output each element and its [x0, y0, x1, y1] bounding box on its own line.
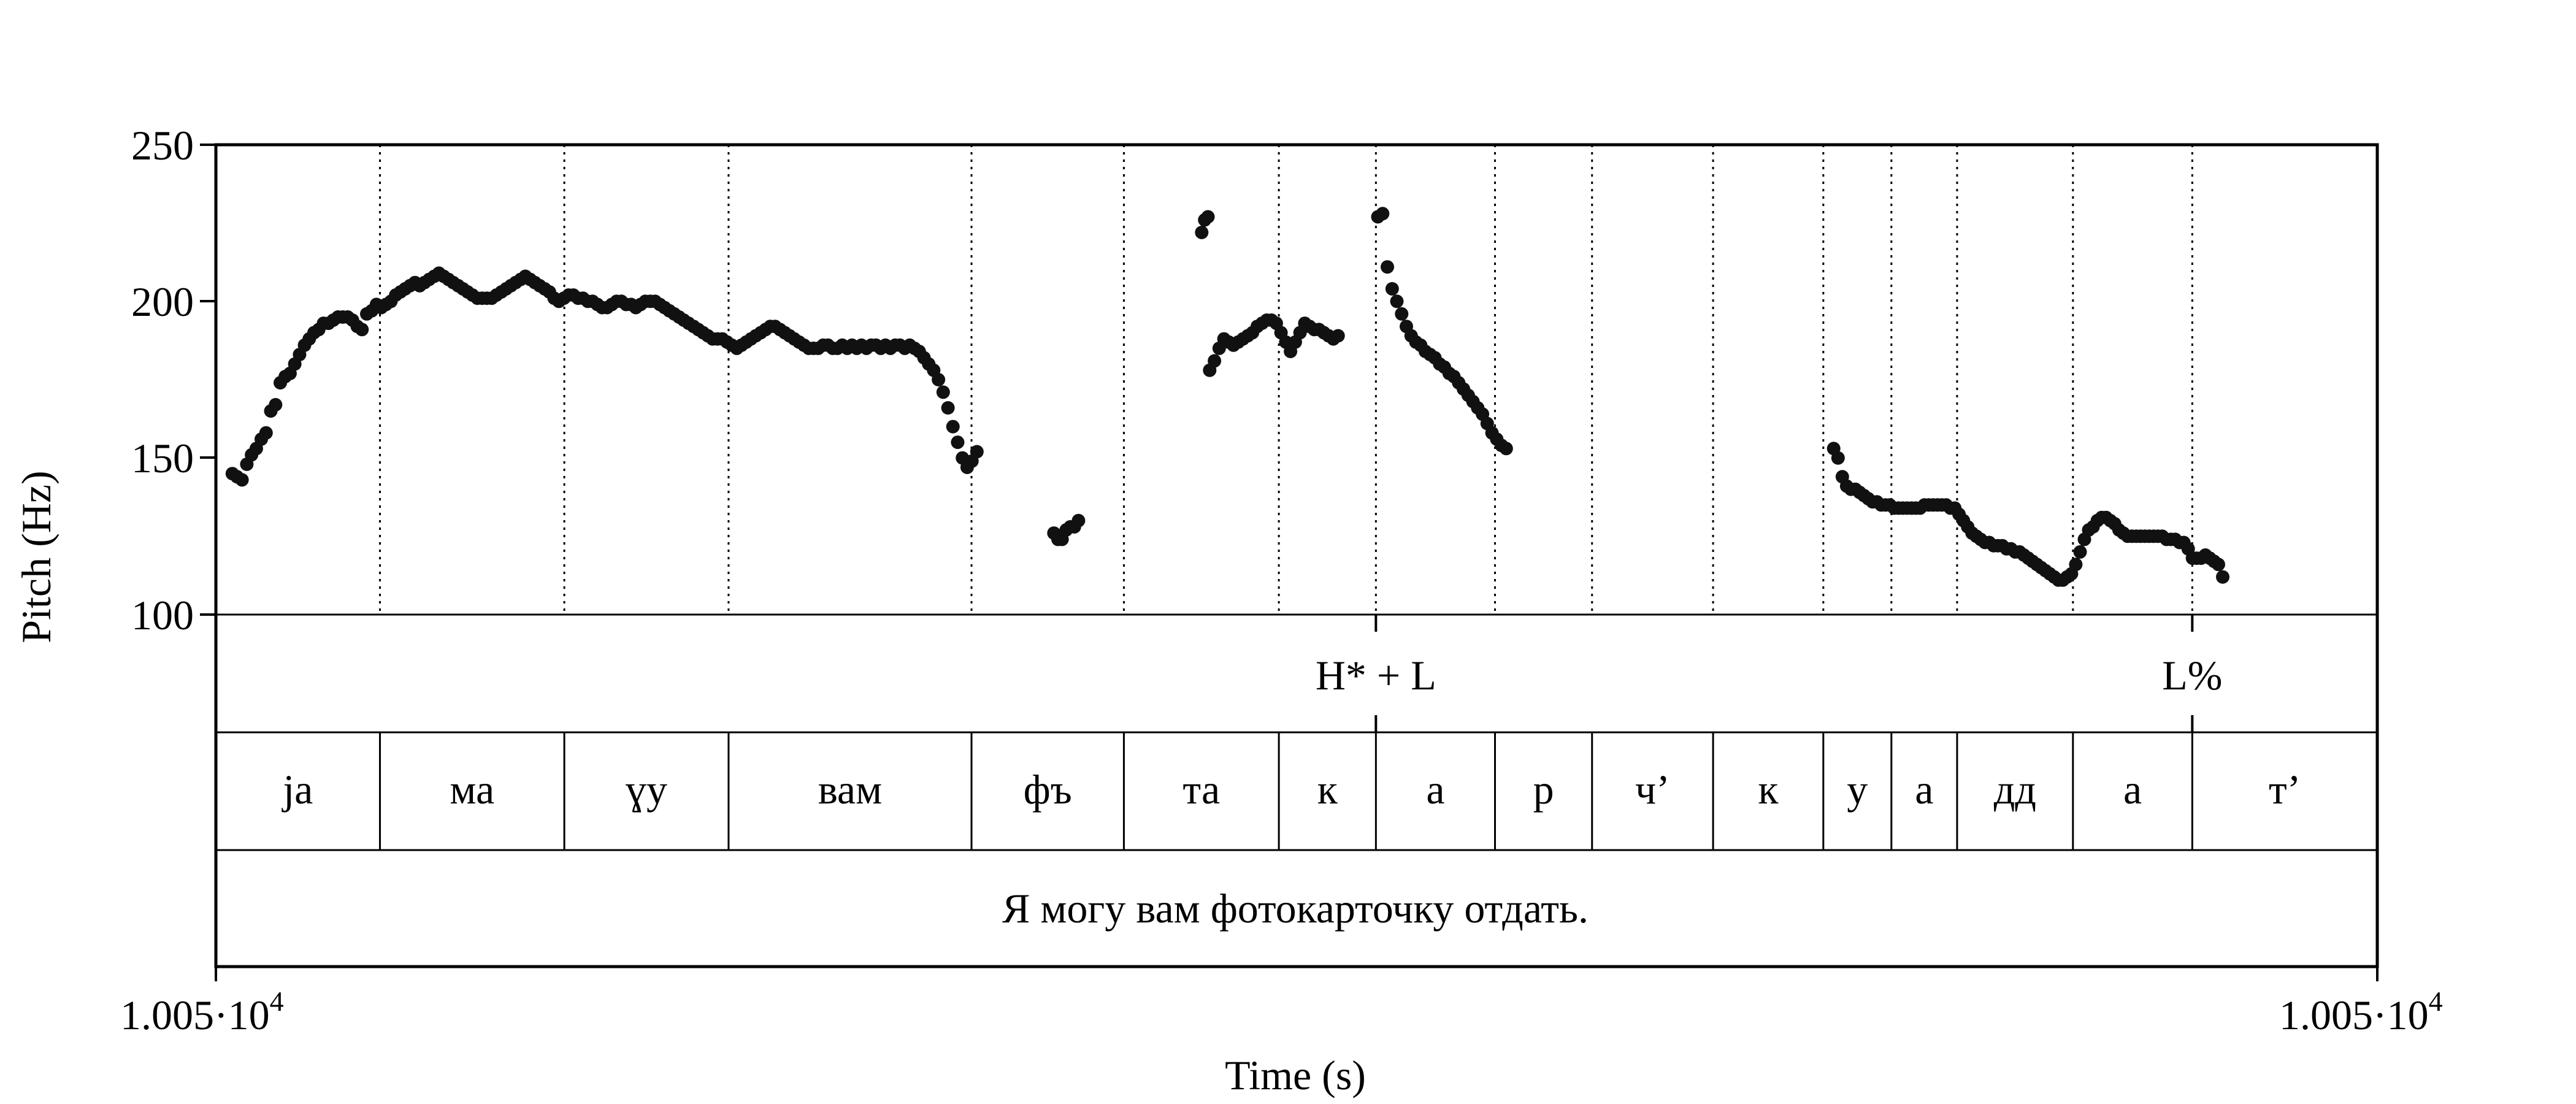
x-tick-label-right: 1.005·104 — [2279, 986, 2443, 1038]
syllable-label: а — [2123, 766, 2142, 813]
pitch-point — [259, 426, 273, 440]
pitch-point — [946, 420, 960, 434]
x-tick-label-right-base: 1.005·10 — [2279, 992, 2429, 1038]
syllable-label: к — [1758, 766, 1779, 813]
pitch-point — [1499, 442, 1513, 456]
syllable-tier: ja ма ɣу вам фъ та к а р ч’ к у а дд а т’ — [282, 766, 2301, 813]
y-axis-title: Pitch (Hz) — [13, 470, 59, 643]
pitch-point — [2069, 558, 2083, 572]
pitch-point — [1381, 260, 1394, 274]
pitch-point — [2216, 570, 2229, 584]
syllable-label: р — [1533, 766, 1554, 813]
x-tick-label-left: 1.005·104 — [120, 986, 284, 1038]
pitch-point — [1376, 207, 1390, 221]
syllable-label: ɣу — [626, 766, 667, 813]
tone-label: L% — [2162, 652, 2222, 699]
x-axis: 1.005·104 1.005·104 — [120, 967, 2443, 1038]
syllable-label: дд — [1994, 766, 2036, 813]
pitch-points — [225, 207, 2229, 587]
pitch-point — [1331, 329, 1345, 343]
syllable-label: ч’ — [1635, 766, 1670, 813]
pitch-point — [269, 397, 283, 412]
syllable-boundaries — [378, 145, 2193, 850]
y-axis: 250 200 150 100 — [131, 122, 216, 638]
x-tick-label-left-exponent: 4 — [270, 986, 284, 1017]
syllable-label: а — [1426, 766, 1444, 813]
syllable-label: ja — [282, 766, 313, 813]
pitch-point — [1195, 226, 1209, 239]
pitch-point — [951, 435, 965, 450]
pitch-point — [936, 385, 950, 399]
pitch-point — [2073, 545, 2087, 559]
tone-label: H* + L — [1316, 652, 1436, 699]
pitch-point — [235, 473, 249, 487]
syllable-label: та — [1183, 766, 1220, 813]
tone-tier: H* + L L% — [1316, 615, 2222, 732]
y-tick-label: 250 — [131, 122, 194, 169]
x-axis-title: Time (s) — [1225, 1052, 1366, 1098]
pitch-point — [355, 323, 369, 337]
plot-frame — [214, 143, 2379, 968]
pitch-point — [1208, 354, 1222, 368]
syllable-label: т’ — [2269, 766, 2301, 813]
x-tick-label-right-exponent: 4 — [2429, 986, 2443, 1017]
pitch-point — [1385, 282, 1399, 296]
syllable-label: а — [1915, 766, 1933, 813]
pitch-point — [1395, 307, 1409, 321]
pitch-point — [970, 445, 984, 459]
sentence-text: Я могу вам фотокарточку отдать. — [1002, 885, 1589, 932]
pitch-point — [1201, 210, 1215, 224]
syllable-label: у — [1847, 766, 1868, 813]
pitch-point — [1831, 451, 1845, 465]
syllable-label: фъ — [1024, 766, 1072, 813]
syllable-label: к — [1317, 766, 1338, 813]
pitch-point — [932, 373, 946, 386]
pitch-point — [1390, 294, 1404, 309]
y-tick-label: 200 — [131, 278, 194, 325]
syllable-label: вам — [818, 766, 882, 813]
y-tick-label: 150 — [131, 435, 194, 481]
y-tick-label: 100 — [131, 592, 194, 638]
x-tick-label-left-base: 1.005·10 — [120, 992, 270, 1038]
syllable-label: ма — [450, 766, 494, 813]
pitch-point — [941, 401, 955, 415]
pitch-point — [1071, 513, 1086, 527]
pitch-point — [2212, 558, 2225, 572]
